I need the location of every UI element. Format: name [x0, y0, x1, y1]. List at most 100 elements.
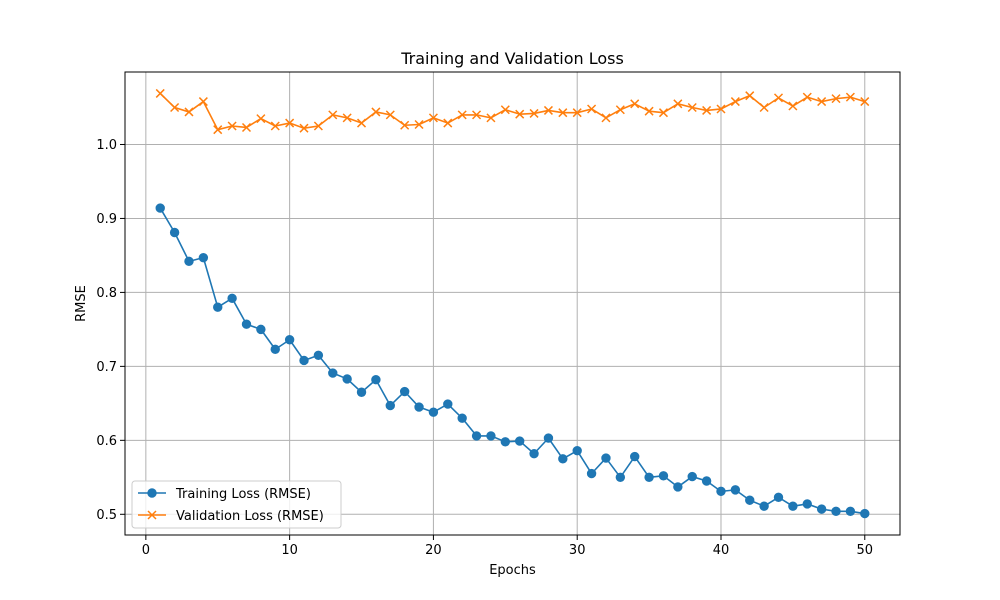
legend-label-validation: Validation Loss (RMSE) — [176, 509, 324, 524]
legend-marker-training — [147, 488, 157, 498]
validation-loss-point — [587, 104, 597, 114]
training-loss-point — [155, 203, 165, 213]
validation-loss-line — [159, 92, 866, 131]
training-loss-point — [802, 499, 812, 509]
axis-ticks: 0 10 20 30 40 50 0.5 0.6 0.7 0.8 0.9 1.0 — [96, 138, 873, 558]
validation-loss-point — [860, 97, 870, 107]
x-tick-label: 0 — [142, 543, 150, 558]
y-tick-label: 0.8 — [96, 286, 117, 301]
training-loss-point — [773, 492, 784, 502]
validation-loss-point — [472, 110, 482, 120]
validation-loss-point — [414, 119, 424, 130]
plot-frame — [124, 71, 901, 536]
training-loss-point — [529, 448, 539, 459]
training-loss-point — [745, 495, 755, 505]
validation-loss-point — [773, 93, 784, 103]
training-loss-point — [860, 508, 870, 519]
validation-loss-point — [500, 105, 510, 115]
training-loss-point — [500, 437, 511, 447]
validation-loss-point — [270, 121, 280, 131]
training-loss-point — [299, 355, 309, 366]
validation-loss-point — [227, 121, 237, 131]
validation-loss-point — [256, 114, 266, 124]
training-loss-point — [644, 472, 654, 483]
training-loss-point — [514, 436, 525, 446]
validation-loss-point — [558, 108, 568, 118]
training-loss-point — [356, 387, 367, 397]
validation-loss-point — [615, 105, 625, 115]
validation-loss-point — [572, 108, 582, 118]
training-loss-point — [730, 485, 741, 495]
validation-loss-point — [428, 113, 438, 123]
training-loss-point — [716, 486, 726, 497]
training-loss-point — [213, 302, 223, 312]
legend-marker-validation — [147, 510, 157, 520]
training-loss-point — [184, 256, 194, 267]
validation-loss-point — [170, 102, 180, 113]
training-loss-point — [241, 319, 252, 329]
y-tick-label: 0.9 — [96, 212, 117, 227]
training-loss-point — [342, 374, 352, 384]
training-loss-point — [399, 386, 410, 397]
validation-loss-point — [299, 123, 309, 133]
validation-loss-point — [802, 92, 812, 102]
training-loss-point — [615, 472, 626, 483]
validation-loss-point — [702, 105, 712, 115]
x-tick-label: 40 — [713, 543, 730, 558]
training-loss-point — [816, 504, 827, 514]
validation-loss-point — [328, 110, 338, 120]
legend-box — [131, 480, 342, 529]
validation-loss-point — [385, 110, 395, 120]
validation-loss-point — [759, 102, 769, 113]
chart-title: Training and Validation Loss — [400, 49, 624, 68]
validation-loss-point — [529, 108, 539, 118]
validation-loss-point — [313, 121, 323, 131]
training-loss-point — [558, 454, 568, 464]
validation-loss-point — [356, 118, 367, 128]
y-tick-label: 0.5 — [96, 508, 117, 523]
validation-loss-point — [457, 110, 467, 120]
training-loss-point — [831, 506, 841, 517]
training-loss-point — [471, 431, 482, 441]
training-loss-point — [673, 482, 683, 492]
validation-loss-point — [371, 107, 381, 117]
y-tick-label: 1.0 — [96, 138, 117, 153]
training-loss-point — [845, 506, 856, 517]
validation-loss-point — [673, 99, 683, 109]
validation-loss-point — [543, 105, 553, 115]
validation-loss-point — [515, 109, 525, 119]
training-loss-point — [198, 252, 209, 263]
training-loss-point — [313, 350, 324, 360]
validation-loss-point — [817, 97, 827, 107]
training-loss-point — [586, 468, 597, 479]
training-loss-point — [788, 501, 798, 511]
validation-loss-point — [443, 118, 453, 128]
validation-loss-point — [486, 113, 496, 123]
validation-loss-point — [788, 101, 798, 111]
training-loss-point — [227, 293, 237, 304]
validation-loss-point — [730, 97, 740, 107]
validation-loss-point — [630, 99, 640, 109]
training-loss-point — [457, 413, 467, 423]
validation-loss-point — [601, 113, 611, 123]
validation-loss-point — [213, 125, 223, 135]
validation-loss-point — [184, 107, 194, 117]
training-loss-point — [701, 476, 712, 486]
training-loss-point — [169, 227, 180, 238]
validation-loss-point — [342, 113, 352, 123]
validation-loss-point — [716, 104, 726, 114]
grid — [125, 72, 900, 535]
training-loss-point — [658, 471, 669, 481]
x-tick-label: 10 — [281, 543, 298, 558]
x-tick-label: 20 — [425, 543, 442, 558]
training-loss-point — [543, 433, 554, 443]
training-loss-point — [284, 335, 295, 345]
y-axis-title: RMSE — [74, 285, 89, 322]
validation-loss-point — [400, 120, 410, 130]
training-loss-point — [443, 399, 453, 409]
x-axis-title: Epochs — [489, 563, 536, 578]
training-loss-point — [414, 402, 424, 412]
validation-loss-point — [831, 94, 841, 104]
validation-loss-point — [658, 108, 669, 118]
